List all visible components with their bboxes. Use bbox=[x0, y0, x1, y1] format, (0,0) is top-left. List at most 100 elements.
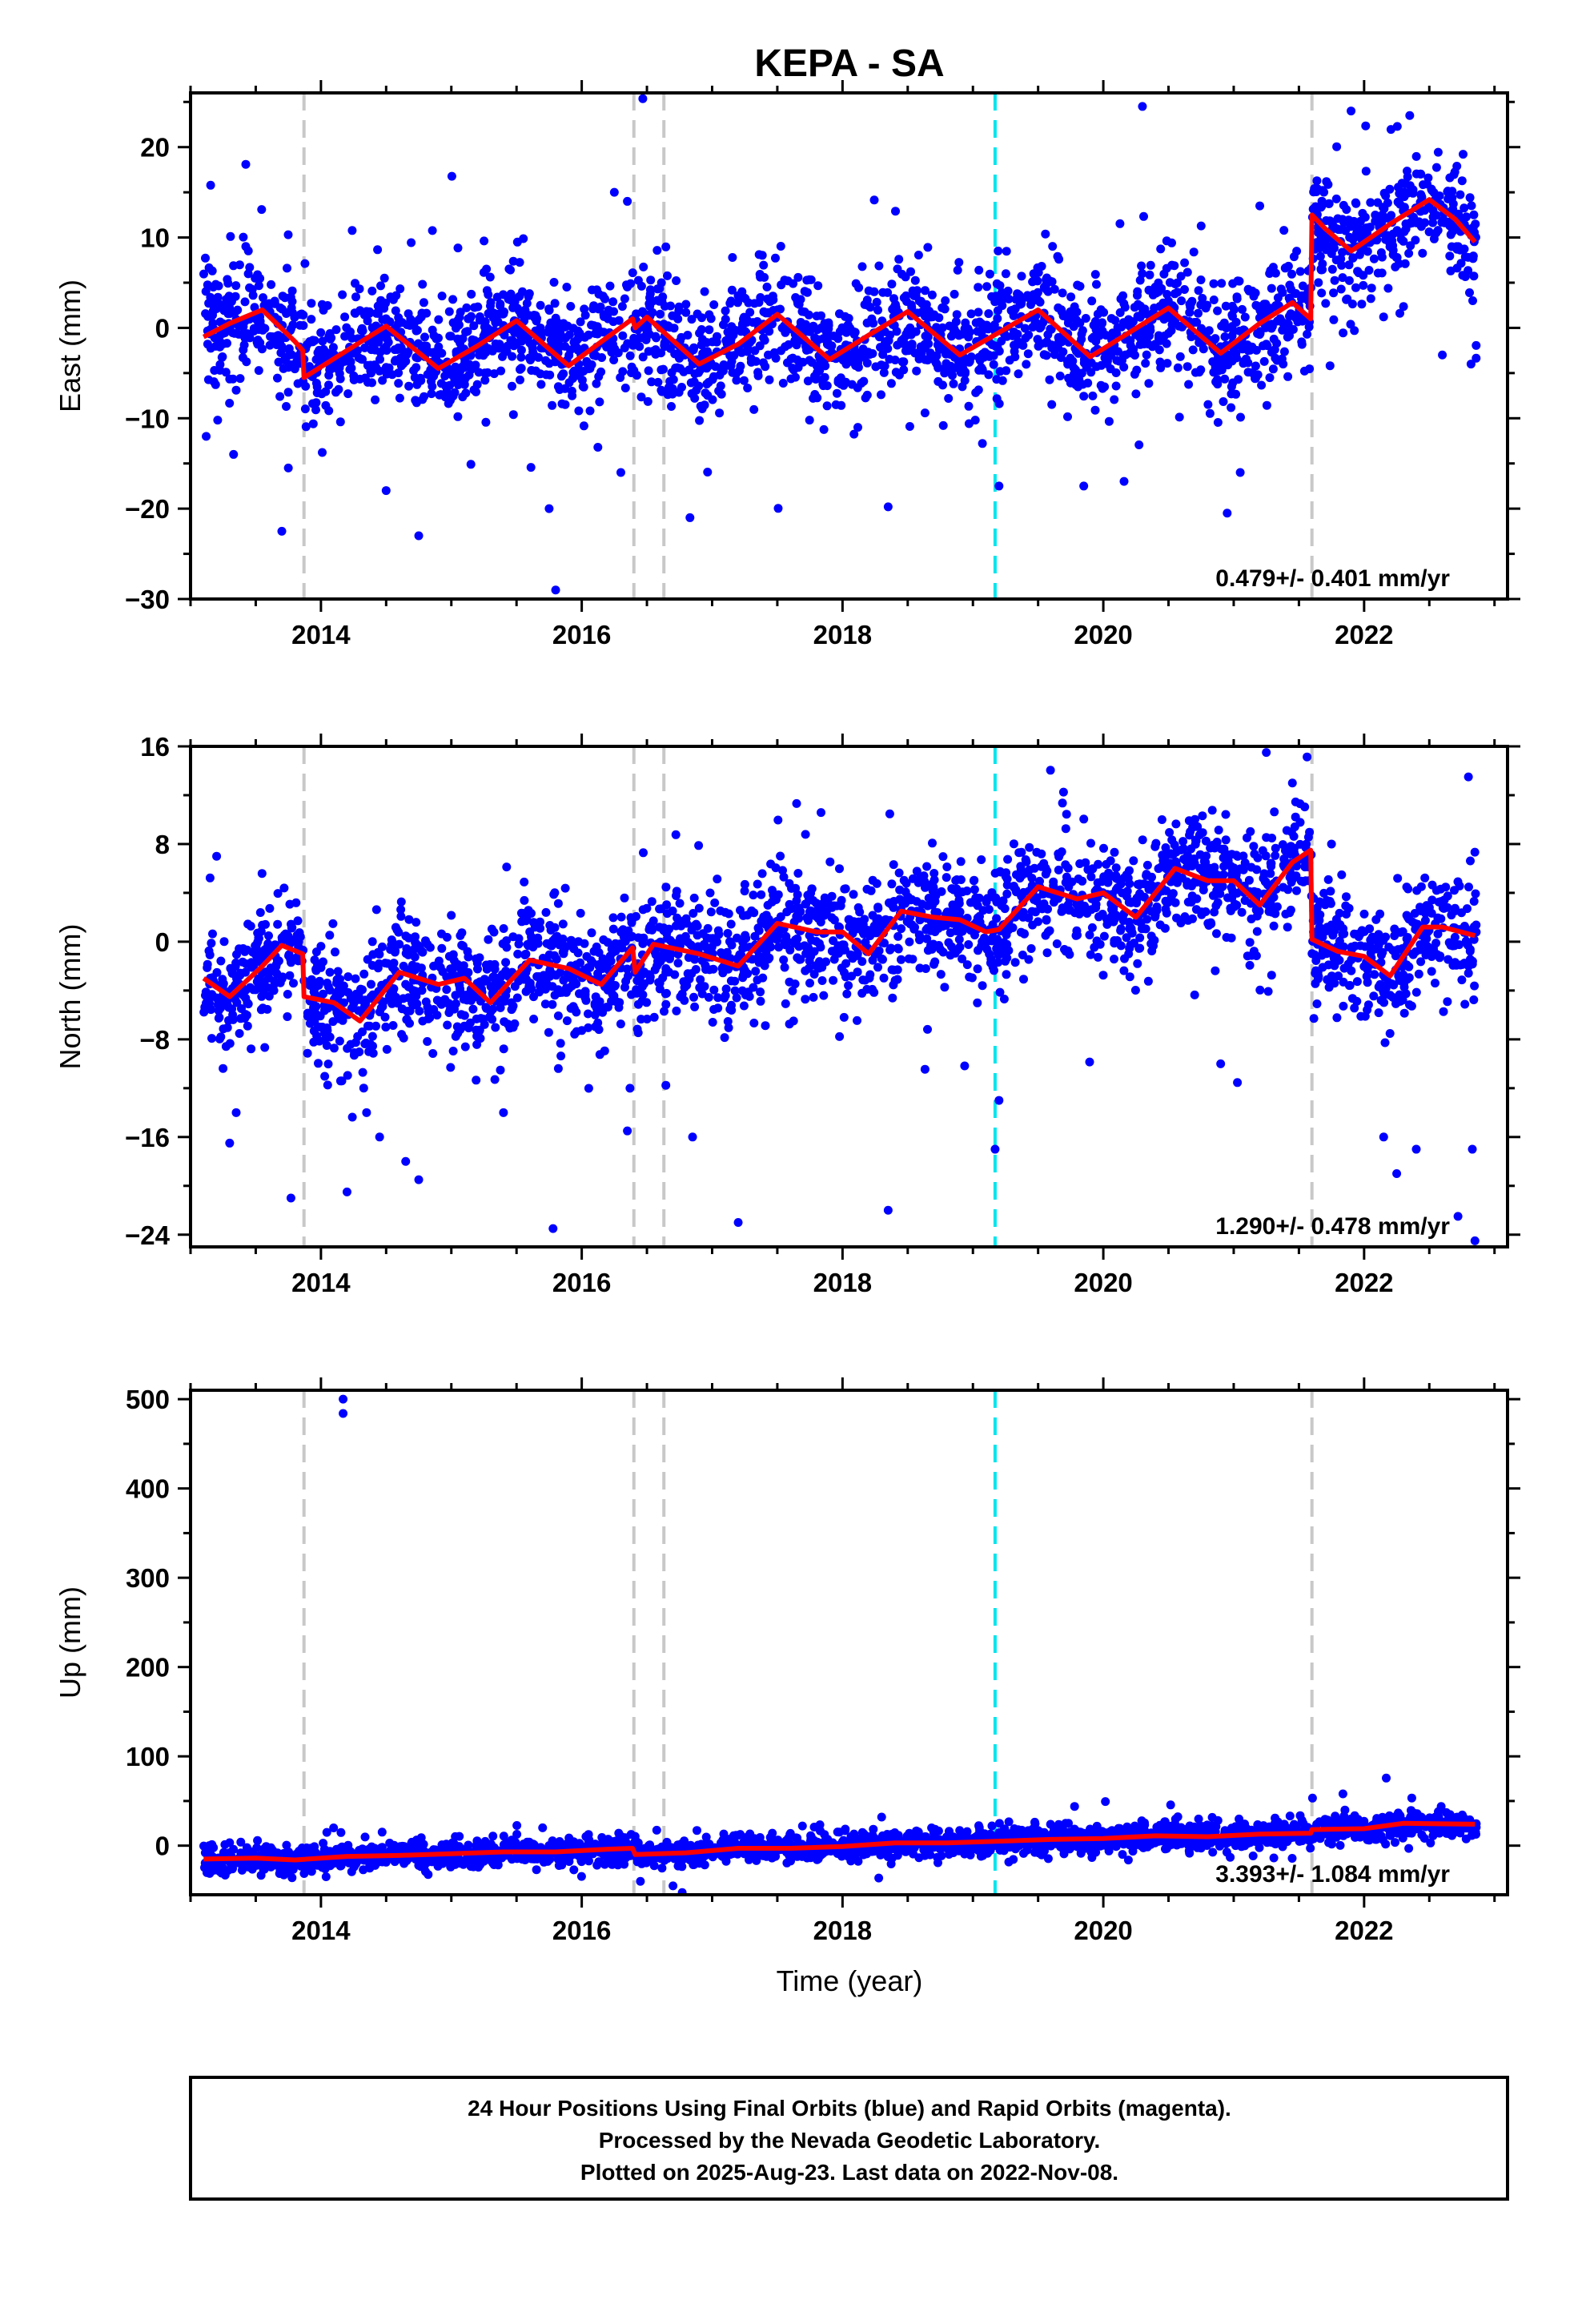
data-point bbox=[434, 956, 444, 966]
data-point bbox=[1191, 814, 1199, 824]
data-point bbox=[1143, 340, 1153, 349]
data-point bbox=[273, 919, 283, 929]
data-point bbox=[548, 982, 557, 991]
data-point bbox=[1206, 843, 1215, 853]
data-point bbox=[1231, 870, 1241, 879]
data-point bbox=[1318, 963, 1327, 972]
data-point bbox=[1171, 819, 1181, 829]
data-point bbox=[694, 841, 704, 850]
data-point bbox=[1375, 213, 1385, 223]
data-point bbox=[977, 855, 986, 864]
data-point bbox=[786, 374, 796, 384]
data-point bbox=[608, 913, 618, 923]
data-point bbox=[1470, 981, 1480, 991]
data-point bbox=[284, 344, 294, 354]
data-point bbox=[248, 291, 258, 300]
data-point bbox=[1427, 952, 1436, 961]
data-point bbox=[569, 337, 579, 347]
data-point bbox=[1283, 923, 1292, 932]
data-point bbox=[1211, 334, 1220, 344]
data-point bbox=[886, 379, 896, 388]
data-point bbox=[371, 395, 380, 404]
data-point bbox=[428, 1049, 438, 1058]
data-point bbox=[1268, 364, 1278, 374]
data-point bbox=[871, 923, 881, 933]
data-point bbox=[508, 336, 517, 345]
data-point bbox=[956, 857, 966, 866]
data-point bbox=[328, 919, 338, 928]
data-point bbox=[472, 387, 480, 396]
data-point bbox=[346, 1039, 355, 1049]
data-point bbox=[710, 898, 720, 907]
data-point bbox=[997, 336, 1006, 346]
data-point bbox=[212, 967, 222, 977]
data-point bbox=[717, 364, 725, 373]
data-point bbox=[1217, 279, 1227, 288]
data-point bbox=[243, 1021, 252, 1031]
data-point bbox=[949, 379, 958, 388]
data-point bbox=[1233, 1078, 1243, 1088]
data-point bbox=[1174, 412, 1184, 422]
data-point bbox=[1223, 350, 1233, 360]
data-point bbox=[349, 375, 359, 384]
data-point bbox=[394, 368, 404, 378]
data-point bbox=[646, 275, 656, 285]
data-point bbox=[915, 963, 925, 973]
data-point bbox=[999, 938, 1009, 947]
data-point bbox=[608, 297, 618, 307]
data-point bbox=[468, 1004, 478, 1014]
data-point bbox=[1041, 338, 1050, 348]
data-point bbox=[921, 332, 930, 341]
data-point bbox=[974, 283, 983, 292]
data-point bbox=[422, 345, 432, 355]
data-point bbox=[1351, 283, 1360, 292]
data-point bbox=[1448, 199, 1458, 209]
data-point bbox=[836, 380, 845, 389]
data-point bbox=[805, 979, 814, 988]
data-point bbox=[1381, 932, 1391, 942]
data-point bbox=[656, 309, 665, 319]
data-point bbox=[1228, 279, 1238, 288]
data-point bbox=[1072, 308, 1082, 317]
data-point bbox=[396, 905, 406, 915]
data-point bbox=[1170, 840, 1179, 850]
data-point bbox=[1251, 361, 1260, 371]
data-point bbox=[841, 972, 850, 982]
data-point bbox=[1255, 330, 1264, 340]
data-point bbox=[1142, 330, 1151, 340]
data-point bbox=[713, 875, 722, 884]
data-point bbox=[923, 946, 933, 955]
data-point bbox=[1001, 269, 1010, 279]
data-point bbox=[218, 352, 227, 361]
data-point bbox=[889, 294, 898, 304]
data-point bbox=[283, 263, 291, 273]
data-point bbox=[1460, 999, 1470, 1009]
data-point bbox=[966, 352, 976, 362]
data-point bbox=[358, 355, 367, 364]
data-point bbox=[708, 1018, 717, 1027]
data-point bbox=[1116, 941, 1126, 951]
data-points bbox=[199, 748, 1481, 1245]
data-point bbox=[638, 990, 648, 999]
data-point bbox=[910, 923, 919, 932]
data-point bbox=[1195, 368, 1204, 377]
data-point bbox=[1086, 905, 1096, 915]
data-point bbox=[673, 959, 683, 968]
data-point bbox=[470, 303, 480, 312]
data-point bbox=[677, 332, 686, 342]
data-point bbox=[325, 931, 335, 940]
data-point bbox=[346, 994, 355, 1003]
data-point bbox=[379, 273, 389, 283]
data-point bbox=[692, 919, 701, 929]
data-point bbox=[836, 901, 845, 911]
data-point bbox=[1330, 275, 1339, 285]
data-points bbox=[199, 94, 1481, 595]
data-point bbox=[1312, 176, 1322, 186]
data-point bbox=[356, 984, 365, 994]
data-point bbox=[732, 376, 741, 385]
data-point bbox=[472, 380, 482, 389]
data-point bbox=[1124, 315, 1134, 324]
data-point bbox=[1086, 838, 1095, 848]
y-axis-label: East (mm) bbox=[54, 279, 86, 412]
